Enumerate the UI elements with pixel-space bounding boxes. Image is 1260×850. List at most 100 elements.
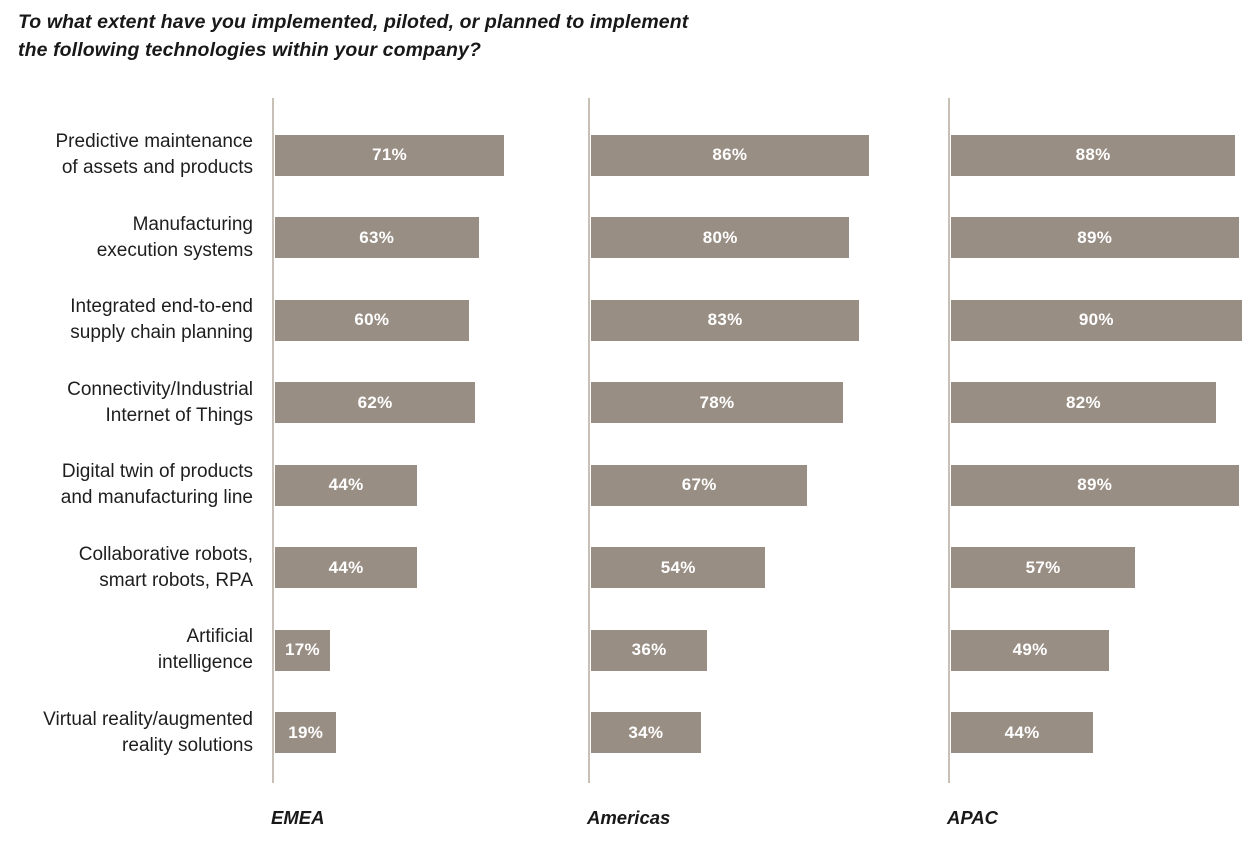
- bar: 44%: [951, 712, 1094, 754]
- bar-value-label: 36%: [631, 640, 667, 660]
- bars-container: 88% 89% 90% 82% 89% 57% 49% 44%: [951, 114, 1260, 774]
- category-label-line: Internet of Things: [105, 404, 253, 426]
- bar-row: 82%: [951, 362, 1260, 445]
- bar-value-label: 82%: [1065, 392, 1101, 412]
- bar-value-label: 34%: [628, 722, 664, 742]
- bar: 36%: [591, 629, 708, 671]
- bar-value-label: 19%: [288, 722, 324, 742]
- bar-value-label: 89%: [1077, 227, 1113, 247]
- bar: 90%: [951, 299, 1242, 341]
- bar: 80%: [591, 217, 850, 259]
- bar: 44%: [275, 547, 418, 589]
- category-label: Digital twin of products and manufacturin…: [0, 444, 253, 527]
- bar-row: 71%: [275, 114, 588, 197]
- category-label: Artificial intelligence: [0, 609, 253, 692]
- category-labels-column: Predictive maintenance of assets and prod…: [0, 114, 253, 774]
- bar: 57%: [951, 547, 1136, 589]
- category-label-line: Integrated end-to-end: [70, 296, 253, 318]
- bar-row: 44%: [275, 444, 588, 527]
- bar-value-label: 60%: [354, 310, 390, 330]
- bar: 89%: [951, 217, 1239, 259]
- y-axis-line: [948, 98, 950, 783]
- y-axis-line: [272, 98, 274, 783]
- bar-row: 44%: [275, 527, 588, 610]
- bar: 17%: [275, 629, 330, 671]
- bar: 49%: [951, 629, 1110, 671]
- category-label-line: intelligence: [157, 652, 253, 674]
- bar: 63%: [275, 217, 479, 259]
- bar-row: 89%: [951, 444, 1260, 527]
- category-label: Collaborative robots, smart robots, RPA: [0, 527, 253, 610]
- bar: 71%: [275, 134, 505, 176]
- region-label: Americas: [587, 807, 671, 828]
- category-label-line: of assets and products: [61, 157, 253, 179]
- bar-value-label: 62%: [357, 392, 393, 412]
- category-label-line: Manufacturing: [132, 213, 253, 235]
- bar-row: 60%: [275, 279, 588, 362]
- bar-value-label: 49%: [1012, 640, 1048, 660]
- category-label-line: Digital twin of products: [61, 461, 253, 483]
- bar-row: 67%: [591, 444, 948, 527]
- bar-value-label: 78%: [699, 392, 735, 412]
- bar-value-label: 67%: [681, 475, 717, 495]
- bar-row: 57%: [951, 527, 1260, 610]
- bar: 86%: [591, 134, 869, 176]
- bar: 78%: [591, 382, 843, 424]
- bar-value-label: 71%: [372, 145, 408, 165]
- category-label: Manufacturing execution systems: [0, 197, 253, 280]
- bar-value-label: 90%: [1078, 310, 1114, 330]
- bar: 83%: [591, 299, 860, 341]
- category-label-line: Collaborative robots,: [78, 543, 253, 565]
- bar-row: 44%: [951, 692, 1260, 775]
- category-label-line: execution systems: [96, 239, 253, 261]
- bar-value-label: 83%: [707, 310, 743, 330]
- bar-row: 49%: [951, 609, 1260, 692]
- bar-row: 54%: [591, 527, 948, 610]
- chart-title: To what extent have you implemented, pil…: [18, 8, 688, 64]
- category-label: Connectivity/Industrial Internet of Thing…: [0, 362, 253, 445]
- bar: 67%: [591, 464, 808, 506]
- y-axis-line: [588, 98, 590, 783]
- bar-row: 89%: [951, 197, 1260, 280]
- panel-apac: 88% 89% 90% 82% 89% 57% 49% 44% APAC: [947, 98, 1260, 828]
- category-label-line: smart robots, RPA: [99, 569, 253, 591]
- bar-value-label: 44%: [328, 557, 364, 577]
- bar-value-label: 54%: [660, 557, 696, 577]
- bar-value-label: 44%: [328, 475, 364, 495]
- bar-row: 63%: [275, 197, 588, 280]
- region-label: APAC: [947, 807, 999, 828]
- bar-value-label: 80%: [702, 227, 738, 247]
- category-label: Integrated end-to-end supply chain planni…: [0, 279, 253, 362]
- bar-row: 19%: [275, 692, 588, 775]
- bar-value-label: 88%: [1075, 145, 1111, 165]
- category-label: Virtual reality/augmented reality solutio…: [0, 692, 253, 775]
- category-label-line: and manufacturing line: [60, 487, 253, 509]
- chart-title-line: the following technologies within your c…: [18, 39, 481, 61]
- bar-value-label: 44%: [1004, 722, 1040, 742]
- bar: 82%: [951, 382, 1216, 424]
- bar: 88%: [951, 134, 1236, 176]
- category-label-line: Predictive maintenance: [55, 131, 254, 153]
- bar: 19%: [275, 712, 337, 754]
- category-label-line: reality solutions: [122, 734, 253, 756]
- plot-area: Predictive maintenance of assets and prod…: [0, 98, 1260, 828]
- category-label-line: Artificial: [186, 626, 253, 648]
- bar-row: 88%: [951, 114, 1260, 197]
- category-label-line: supply chain planning: [70, 322, 253, 344]
- bar-row: 62%: [275, 362, 588, 445]
- bar: 89%: [951, 464, 1239, 506]
- bar: 62%: [275, 382, 476, 424]
- bar: 60%: [275, 299, 469, 341]
- bar-row: 36%: [591, 609, 948, 692]
- bar-value-label: 57%: [1025, 557, 1061, 577]
- bars-container: 71% 63% 60% 62% 44% 44% 17% 19%: [275, 114, 588, 774]
- panel-emea: 71% 63% 60% 62% 44% 44% 17% 19% EMEA: [271, 98, 588, 828]
- bar-row: 17%: [275, 609, 588, 692]
- panel-americas: 86% 80% 83% 78% 67% 54% 36% 34% Americas: [587, 98, 948, 828]
- bar: 34%: [591, 712, 701, 754]
- bar-value-label: 17%: [284, 640, 320, 660]
- bar-row: 80%: [591, 197, 948, 280]
- category-label-line: Connectivity/Industrial: [67, 378, 253, 400]
- bar-value-label: 89%: [1077, 475, 1113, 495]
- bar: 44%: [275, 464, 418, 506]
